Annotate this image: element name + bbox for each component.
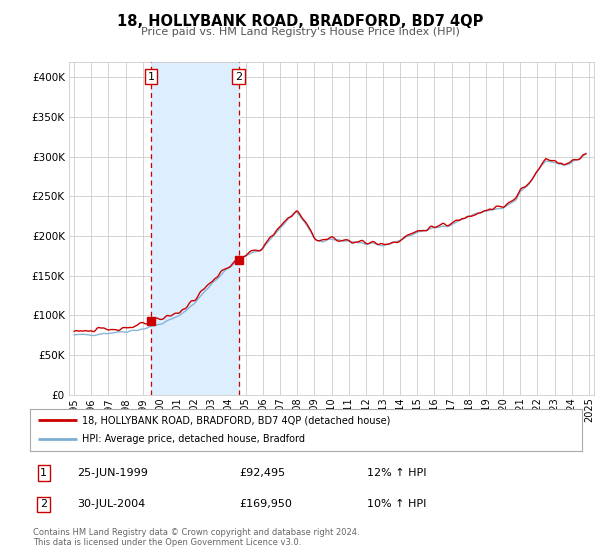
Text: HPI: Average price, detached house, Bradford: HPI: Average price, detached house, Brad… (82, 435, 305, 445)
Bar (151, 62, 239, 395)
Text: 18, HOLLYBANK ROAD, BRADFORD, BD7 4QP (detached house): 18, HOLLYBANK ROAD, BRADFORD, BD7 4QP (d… (82, 415, 391, 425)
Text: 25-JUN-1999: 25-JUN-1999 (77, 468, 148, 478)
Text: 1: 1 (40, 468, 47, 478)
Text: Contains HM Land Registry data © Crown copyright and database right 2024.
This d: Contains HM Land Registry data © Crown c… (33, 528, 359, 547)
Text: 2: 2 (235, 72, 242, 82)
Text: 1: 1 (148, 72, 155, 82)
Text: £169,950: £169,950 (240, 500, 293, 510)
Text: £92,495: £92,495 (240, 468, 286, 478)
Text: Price paid vs. HM Land Registry's House Price Index (HPI): Price paid vs. HM Land Registry's House … (140, 27, 460, 37)
Text: 12% ↑ HPI: 12% ↑ HPI (367, 468, 426, 478)
Text: 30-JUL-2004: 30-JUL-2004 (77, 500, 145, 510)
Text: 18, HOLLYBANK ROAD, BRADFORD, BD7 4QP: 18, HOLLYBANK ROAD, BRADFORD, BD7 4QP (117, 14, 483, 29)
Text: 2: 2 (40, 500, 47, 510)
Text: 10% ↑ HPI: 10% ↑ HPI (367, 500, 426, 510)
